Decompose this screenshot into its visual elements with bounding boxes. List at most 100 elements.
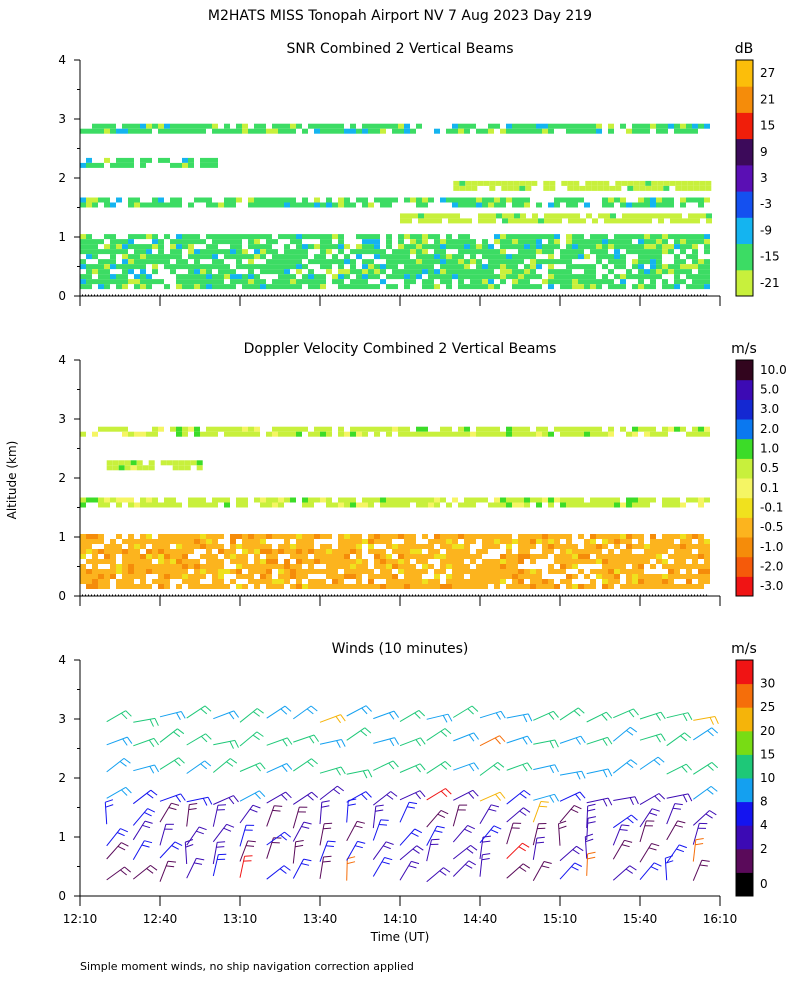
echo-cell <box>404 264 410 270</box>
echo-cell <box>536 497 542 503</box>
echo-cell <box>272 431 278 437</box>
echo-cell <box>158 202 164 208</box>
echo-cell <box>86 284 92 290</box>
echo-cell <box>320 264 326 270</box>
echo-cell <box>506 128 512 134</box>
echo-cell <box>494 274 500 280</box>
echo-cell <box>542 259 548 265</box>
echo-cell <box>392 564 398 569</box>
echo-cell <box>626 502 632 508</box>
echo-cell <box>326 559 332 564</box>
echo-cell <box>326 431 332 437</box>
echo-cell <box>436 218 442 224</box>
colorbar-swatch <box>736 517 753 538</box>
echo-cell <box>152 502 158 508</box>
echo-cell <box>440 544 446 549</box>
echo-cell <box>452 431 458 437</box>
echo-cell <box>422 559 428 564</box>
echo-cell <box>556 218 562 224</box>
echo-cell <box>242 534 248 539</box>
echo-cell <box>692 284 698 290</box>
echo-cell <box>704 559 710 564</box>
echo-cell <box>452 128 458 134</box>
echo-cell <box>230 279 236 285</box>
echo-cell <box>536 264 542 270</box>
echo-cell <box>284 234 290 240</box>
echo-cell <box>470 202 476 208</box>
echo-cell <box>266 128 272 134</box>
echo-cell <box>176 554 182 559</box>
echo-cell <box>656 244 662 250</box>
echo-cell <box>194 249 200 255</box>
echo-cell <box>92 569 98 574</box>
wind-barb <box>452 804 468 827</box>
echo-cell <box>302 544 308 549</box>
echo-cell <box>626 559 632 564</box>
echo-cell <box>296 564 302 569</box>
echo-cell <box>164 579 170 584</box>
wind-barb <box>292 840 304 864</box>
echo-cell <box>584 279 590 285</box>
echo-cell <box>290 534 296 539</box>
echo-cell <box>644 259 650 265</box>
echo-cell <box>290 564 296 569</box>
echo-cell <box>272 534 278 539</box>
echo-cell <box>536 202 542 208</box>
colorbar-tick-label: 30 <box>760 677 775 691</box>
echo-cell <box>536 249 542 255</box>
echo-cell <box>338 584 344 589</box>
echo-cell <box>178 460 185 466</box>
echo-cell <box>614 284 620 290</box>
echo-cell <box>80 234 86 240</box>
echo-cell <box>212 123 218 129</box>
echo-cell <box>500 539 506 544</box>
echo-cell <box>92 239 98 245</box>
echo-cell <box>338 264 344 270</box>
echo-cell <box>86 234 92 240</box>
echo-cell <box>314 431 320 437</box>
echo-cell <box>452 123 458 129</box>
echo-cell <box>524 269 530 275</box>
echo-cell <box>686 554 692 559</box>
echo-cell <box>416 197 422 203</box>
echo-cell <box>188 274 194 280</box>
echo-cell <box>686 244 692 250</box>
echo-cell <box>436 213 442 219</box>
echo-cell <box>560 549 566 554</box>
echo-cell <box>320 497 326 503</box>
echo-cell <box>650 254 656 260</box>
echo-cell <box>584 123 590 129</box>
echo-cell <box>476 249 482 255</box>
echo-cell <box>406 213 412 219</box>
echo-cell <box>488 569 494 574</box>
echo-cell <box>392 284 398 290</box>
echo-cell <box>428 497 434 503</box>
echo-cell <box>284 544 290 549</box>
echo-cell <box>284 197 290 203</box>
echo-cell <box>380 264 386 270</box>
wind-barb <box>639 820 655 843</box>
echo-cell <box>662 284 668 290</box>
echo-cell <box>194 426 200 432</box>
echo-cell <box>98 502 104 508</box>
echo-cell <box>686 284 692 290</box>
echo-cell <box>284 202 290 208</box>
echo-cell <box>506 254 512 260</box>
echo-cell <box>338 497 344 503</box>
echo-cell <box>686 274 692 280</box>
echo-cell <box>458 197 464 203</box>
echo-cell <box>314 244 320 250</box>
echo-cell <box>170 128 176 134</box>
echo-cell <box>554 559 560 564</box>
echo-cell <box>680 234 686 240</box>
echo-cell <box>608 259 614 265</box>
echo-cell <box>638 584 644 589</box>
echo-cell <box>687 180 694 186</box>
echo-cell <box>386 239 392 245</box>
echo-cell <box>122 549 128 554</box>
echo-cell <box>224 284 230 290</box>
echo-cell <box>638 197 644 203</box>
echo-cell <box>350 128 356 134</box>
echo-cell <box>224 128 230 134</box>
